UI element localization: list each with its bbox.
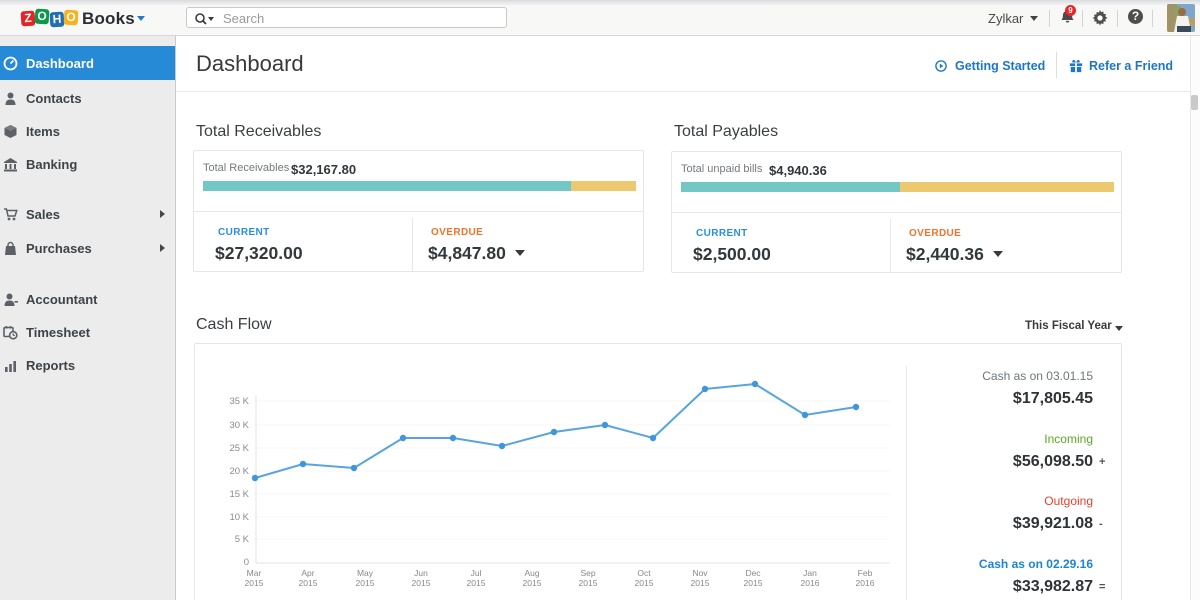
svg-text:May: May xyxy=(357,568,374,578)
svg-text:Apr: Apr xyxy=(301,568,314,578)
svg-text:2015: 2015 xyxy=(691,578,710,588)
svg-text:2015: 2015 xyxy=(245,578,264,588)
svg-text:2015: 2015 xyxy=(412,578,431,588)
svg-text:Jun: Jun xyxy=(414,568,428,578)
svg-text:2015: 2015 xyxy=(523,578,542,588)
svg-text:5 K: 5 K xyxy=(235,534,250,545)
svg-text:15 K: 15 K xyxy=(229,489,249,500)
svg-text:Oct: Oct xyxy=(637,568,651,578)
svg-text:Jul: Jul xyxy=(471,568,482,578)
svg-text:Nov: Nov xyxy=(692,568,708,578)
svg-text:25 K: 25 K xyxy=(229,443,249,454)
svg-text:Feb: Feb xyxy=(858,568,873,578)
svg-text:2015: 2015 xyxy=(356,578,375,588)
svg-text:20 K: 20 K xyxy=(229,466,249,477)
svg-text:Mar: Mar xyxy=(247,568,262,578)
svg-text:2015: 2015 xyxy=(635,578,654,588)
svg-text:Aug: Aug xyxy=(524,568,539,578)
svg-text:Dec: Dec xyxy=(745,568,761,578)
svg-text:Jan: Jan xyxy=(803,568,817,578)
svg-text:2015: 2015 xyxy=(579,578,598,588)
svg-text:2015: 2015 xyxy=(299,578,318,588)
svg-text:30 K: 30 K xyxy=(229,420,249,431)
svg-text:10 K: 10 K xyxy=(229,512,249,523)
svg-text:0: 0 xyxy=(244,557,249,568)
svg-text:Sep: Sep xyxy=(580,568,595,578)
svg-text:35 K: 35 K xyxy=(229,396,249,407)
svg-text:2015: 2015 xyxy=(744,578,763,588)
svg-text:2015: 2015 xyxy=(467,578,486,588)
svg-text:2016: 2016 xyxy=(801,578,820,588)
svg-text:2016: 2016 xyxy=(856,578,875,588)
